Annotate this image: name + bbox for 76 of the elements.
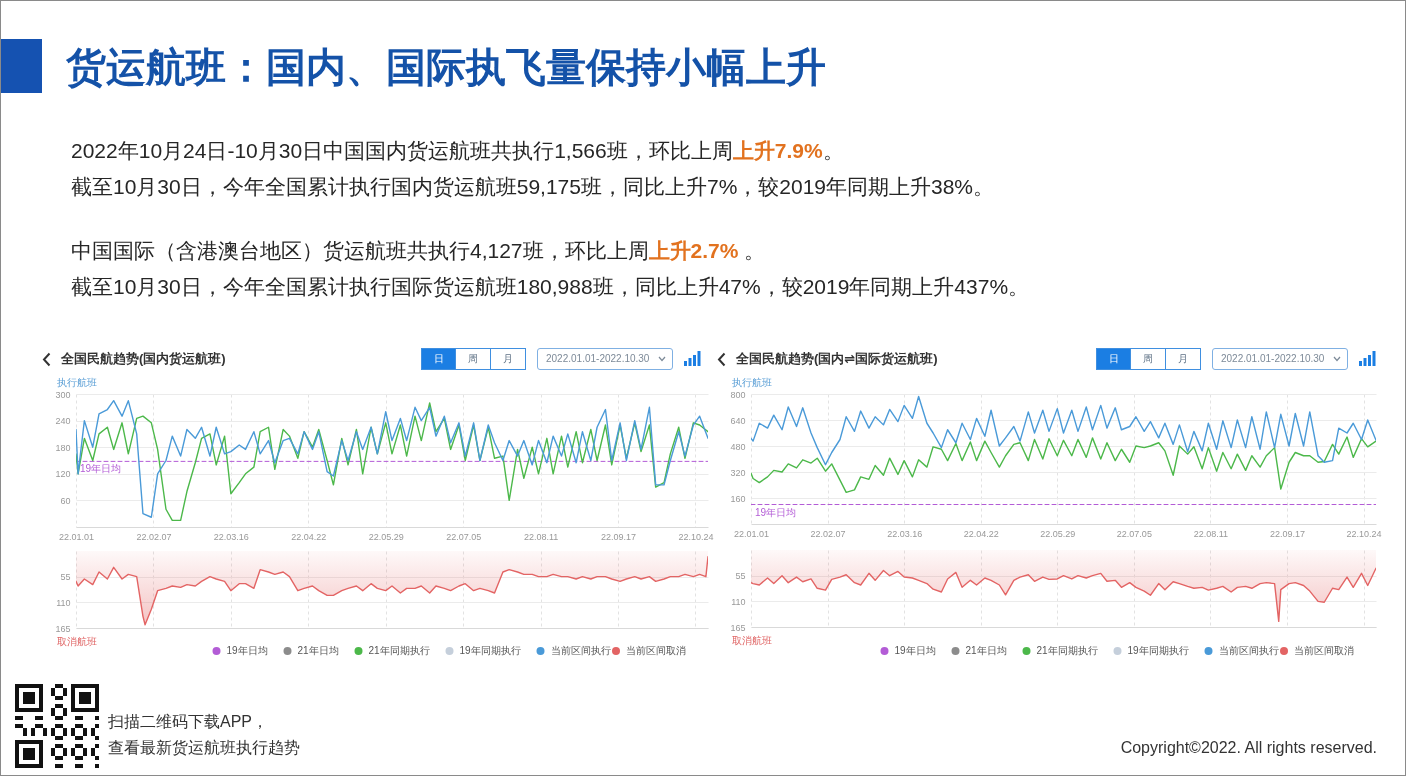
chart-title: 全国民航趋势(国内⇌国际货运航班) — [736, 350, 938, 368]
x-tick-label: 22.07.05 — [446, 531, 482, 542]
toggle-button: 日 — [421, 348, 456, 370]
y-tick-label: 800 — [730, 389, 746, 400]
x-tick-label: 22.09.17 — [600, 531, 637, 542]
toggle-button: 月 — [1166, 348, 1201, 370]
legend-label: 19年同期执行 — [459, 645, 521, 656]
y-tick-label: 240 — [55, 416, 71, 427]
x-tick-label: 22.10.24 — [1346, 528, 1382, 539]
legend-label: 21年同期执行 — [368, 645, 430, 656]
x-tick-label: 22.01.01 — [58, 531, 95, 542]
y-tick-label: 480 — [730, 441, 746, 452]
toggle-button: 月 — [491, 348, 526, 370]
y-tick-label: 160 — [730, 493, 746, 504]
y-tick-label: 55 — [60, 572, 71, 583]
y-tick-label: 640 — [730, 415, 746, 426]
y-tick-label: 300 — [55, 389, 71, 400]
text: 上升2.7% — [648, 239, 739, 262]
date-dropdown: 2022.01.01-2022.10.30 — [537, 348, 673, 370]
date-dropdown: 2022.01.01-2022.10.30 — [1212, 348, 1348, 370]
line-series — [751, 436, 1376, 494]
x-tick-label: 22.02.07 — [136, 531, 172, 542]
y-tick-label: 165 — [55, 623, 71, 634]
y-axis-title: 执行航班 — [731, 376, 772, 388]
y-tick-label: 60 — [60, 495, 71, 506]
legend-label: 19年日均 — [894, 645, 936, 656]
toggle-button: 周 — [456, 348, 491, 370]
x-tick-label: 22.04.22 — [291, 531, 327, 542]
legend-label: 21年日均 — [965, 645, 1007, 656]
annotation: 19年日均 — [755, 506, 797, 518]
toggle-button: 日 — [1096, 348, 1131, 370]
toggle-button: 周 — [1131, 348, 1166, 370]
x-tick-label: 22.08.11 — [523, 531, 559, 542]
x-tick-label: 22.03.16 — [213, 531, 249, 542]
line-series — [751, 395, 1376, 466]
x-tick-label: 22.05.29 — [368, 531, 404, 542]
y-axis-title: 取消航班 — [731, 634, 772, 646]
text: 货运航班：国内、国际执飞量保持小幅上升 — [66, 44, 826, 91]
x-tick-label: 22.09.17 — [1269, 528, 1306, 539]
text: 。 — [743, 239, 766, 262]
legend-label: 21年同期执行 — [1036, 645, 1098, 656]
legend-label: 21年日均 — [297, 645, 339, 656]
text: 截至10月30日，今年全国累计执行国内货运航班59,175班，同比上升7%，较2019年同期上升38%。 — [71, 175, 995, 198]
text: 上升7.9% — [732, 139, 823, 162]
y-tick-label: 120 — [55, 469, 71, 480]
x-tick-label: 22.05.29 — [1040, 528, 1076, 539]
y-tick-label: 320 — [730, 467, 746, 478]
x-tick-label: 22.10.24 — [678, 531, 714, 542]
x-tick-label: 22.07.05 — [1116, 528, 1152, 539]
y-axis-title: 取消航班 — [56, 635, 97, 647]
x-tick-label: 22.08.11 — [1193, 528, 1229, 539]
x-tick-label: 22.01.01 — [733, 528, 770, 539]
y-tick-label: 110 — [56, 597, 71, 608]
x-tick-label: 22.04.22 — [963, 528, 999, 539]
legend-label: 当前区间执行 — [550, 645, 611, 656]
chart-title: 全国民航趋势(国内货运航班) — [61, 350, 226, 368]
x-tick-label: 22.02.07 — [810, 528, 846, 539]
legend-label: 当前区间取消 — [1294, 645, 1354, 656]
y-tick-label: 165 — [730, 622, 746, 633]
x-tick-label: 22.03.16 — [887, 528, 923, 539]
legend-label: 当前区间取消 — [626, 645, 686, 656]
text: 查看最新货运航班执行趋势 — [108, 738, 300, 758]
text: 扫描二维码下载APP， — [108, 712, 269, 732]
legend-label: 19年日均 — [226, 645, 268, 656]
legend-label: 当前区间执行 — [1218, 645, 1279, 656]
y-tick-label: 55 — [735, 571, 746, 582]
text: Copyright©2022. All rights reserved. — [1120, 738, 1377, 758]
legend-label: 19年同期执行 — [1127, 645, 1189, 656]
text: 2022年10月24日-10月30日中国国内货运航班共执行1,566班，环比上周 — [71, 139, 733, 162]
y-tick-label: 110 — [731, 596, 746, 607]
text: 截至10月30日，今年全国累计执行国际货运航班180,988班，同比上升47%，较2019年同期上升437%。 — [71, 275, 1030, 298]
y-tick-label: 180 — [55, 442, 71, 453]
y-axis-title: 执行航班 — [56, 376, 97, 388]
text: 。 — [822, 139, 844, 162]
annotation: 19年日均 — [80, 463, 122, 475]
text: 中国国际（含港澳台地区）货运航班共执行4,127班，环比上周 — [71, 239, 649, 262]
